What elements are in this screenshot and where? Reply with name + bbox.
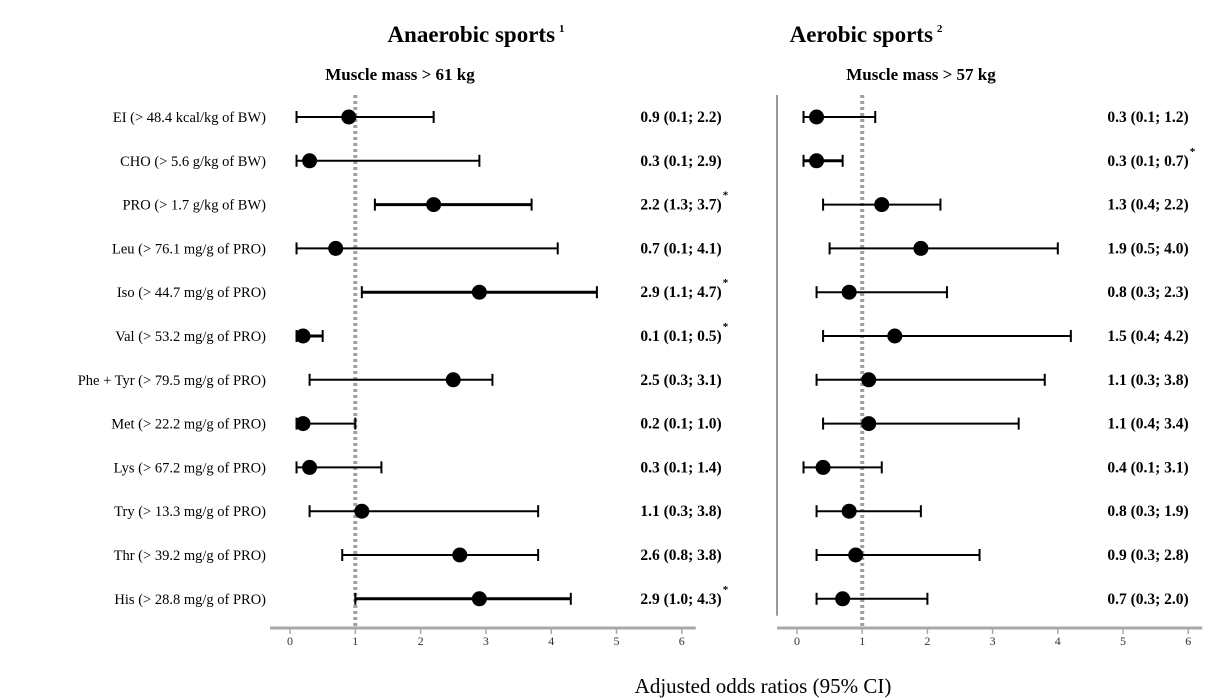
value-label: 2.5 (0.3; 3.1) [640,372,721,389]
odds-ratio-point [861,372,877,388]
x-tick-label: 5 [614,634,620,648]
significance-marker: * [723,584,729,596]
value-label: 0.3 (0.1; 1.2) [1107,109,1188,126]
odds-ratio-point [861,416,877,432]
category-label: Thr (> 39.2 mg/g of PRO) [114,548,267,564]
odds-ratio-point [848,547,864,563]
significance-marker: * [723,277,729,289]
category-label: Try (> 13.3 mg/g of PRO) [114,504,266,520]
category-label: PRO (> 1.7 g/kg of BW) [122,198,266,214]
odds-ratio-point [841,503,857,519]
value-label: 0.8 (0.3; 1.9) [1107,503,1188,520]
odds-ratio-point [841,284,857,300]
odds-ratio-point [471,284,487,300]
x-tick-label: 2 [418,634,424,648]
x-tick-label: 0 [287,634,293,648]
category-label: Iso (> 44.7 mg/g of PRO) [117,285,266,301]
panel-title-text: Anaerobic sports [387,22,555,47]
panel-title: Anaerobic sports 1 [387,22,564,47]
category-label: Lys (> 67.2 mg/g of PRO) [114,460,267,476]
odds-ratio-point [809,153,825,169]
category-label: CHO (> 5.6 g/kg of BW) [120,154,266,170]
significance-marker: * [1190,146,1196,158]
x-tick-label: 6 [679,634,685,648]
value-label: 2.6 (0.8; 3.8) [640,547,721,564]
x-tick-label: 1 [859,634,865,648]
panel-title-footnote: 2 [937,23,943,35]
value-label: 0.4 (0.1; 3.1) [1107,459,1188,476]
significance-marker: * [723,190,729,202]
panel-subtitle: Muscle mass > 57 kg [846,65,996,84]
x-tick-label: 4 [1055,634,1061,648]
panel-title: Aerobic sports 2 [790,22,943,47]
value-label: 0.3 (0.1; 1.4) [640,459,721,476]
value-label: 1.1 (0.3; 3.8) [1107,372,1188,389]
x-tick-label: 3 [483,634,489,648]
panel-subtitle: Muscle mass > 61 kg [325,65,475,84]
value-label: 0.8 (0.3; 2.3) [1107,284,1188,301]
value-label: 1.1 (0.3; 3.8) [640,503,721,520]
x-tick-label: 4 [548,634,554,648]
odds-ratio-point [809,109,825,125]
value-label: 0.9 (0.3; 2.8) [1107,547,1188,564]
x-tick-label: 6 [1185,634,1191,648]
x-tick-label: 1 [352,634,358,648]
odds-ratio-point [302,459,318,475]
odds-ratio-point [445,372,461,388]
odds-ratio-point [835,591,851,607]
x-tick-label: 2 [924,634,930,648]
category-label: Leu (> 76.1 mg/g of PRO) [112,241,266,257]
odds-ratio-point [295,328,311,344]
odds-ratio-point [913,240,929,256]
x-tick-label: 5 [1120,634,1126,648]
odds-ratio-point [295,416,311,432]
odds-ratio-point [426,197,442,213]
odds-ratio-point [302,153,318,169]
odds-ratio-point [328,240,344,256]
odds-ratio-point [874,197,890,213]
value-label: 1.5 (0.4; 4.2) [1107,328,1188,345]
panel-title-footnote: 1 [559,23,565,35]
category-label: Phe + Tyr (> 79.5 mg/g of PRO) [78,373,266,389]
value-label: 0.3 (0.1; 0.7) [1107,153,1188,170]
x-tick-label: 0 [794,634,800,648]
value-label: 1.9 (0.5; 4.0) [1107,240,1188,257]
value-label: 2.9 (1.1; 4.7) [640,284,721,301]
value-label: 0.3 (0.1; 2.9) [640,153,721,170]
odds-ratio-point [887,328,903,344]
value-label: 0.7 (0.1; 4.1) [640,240,721,257]
category-label: His (> 28.8 mg/g of PRO) [114,592,266,608]
value-label: 0.2 (0.1; 1.0) [640,416,721,433]
x-tick-label: 3 [990,634,996,648]
value-label: 1.1 (0.4; 3.4) [1107,416,1188,433]
category-label: Met (> 22.2 mg/g of PRO) [111,417,266,433]
value-label: 2.2 (1.3; 3.7) [640,197,721,214]
category-label: Val (> 53.2 mg/g of PRO) [115,329,266,345]
value-label: 2.9 (1.0; 4.3) [640,591,721,608]
value-label: 1.3 (0.4; 2.2) [1107,197,1188,214]
odds-ratio-point [354,503,370,519]
value-label: 0.7 (0.3; 2.0) [1107,591,1188,608]
category-label: EI (> 48.4 kcal/kg of BW) [113,110,266,126]
panel-title-text: Aerobic sports [790,22,933,47]
odds-ratio-point [815,459,831,475]
value-label: 0.9 (0.1; 2.2) [640,109,721,126]
odds-ratio-point [471,591,487,607]
odds-ratio-point [341,109,357,125]
odds-ratio-point [452,547,468,563]
value-label: 0.1 (0.1; 0.5) [640,328,721,345]
significance-marker: * [723,321,729,333]
x-axis-title: Adjusted odds ratios (95% CI) [635,674,892,698]
